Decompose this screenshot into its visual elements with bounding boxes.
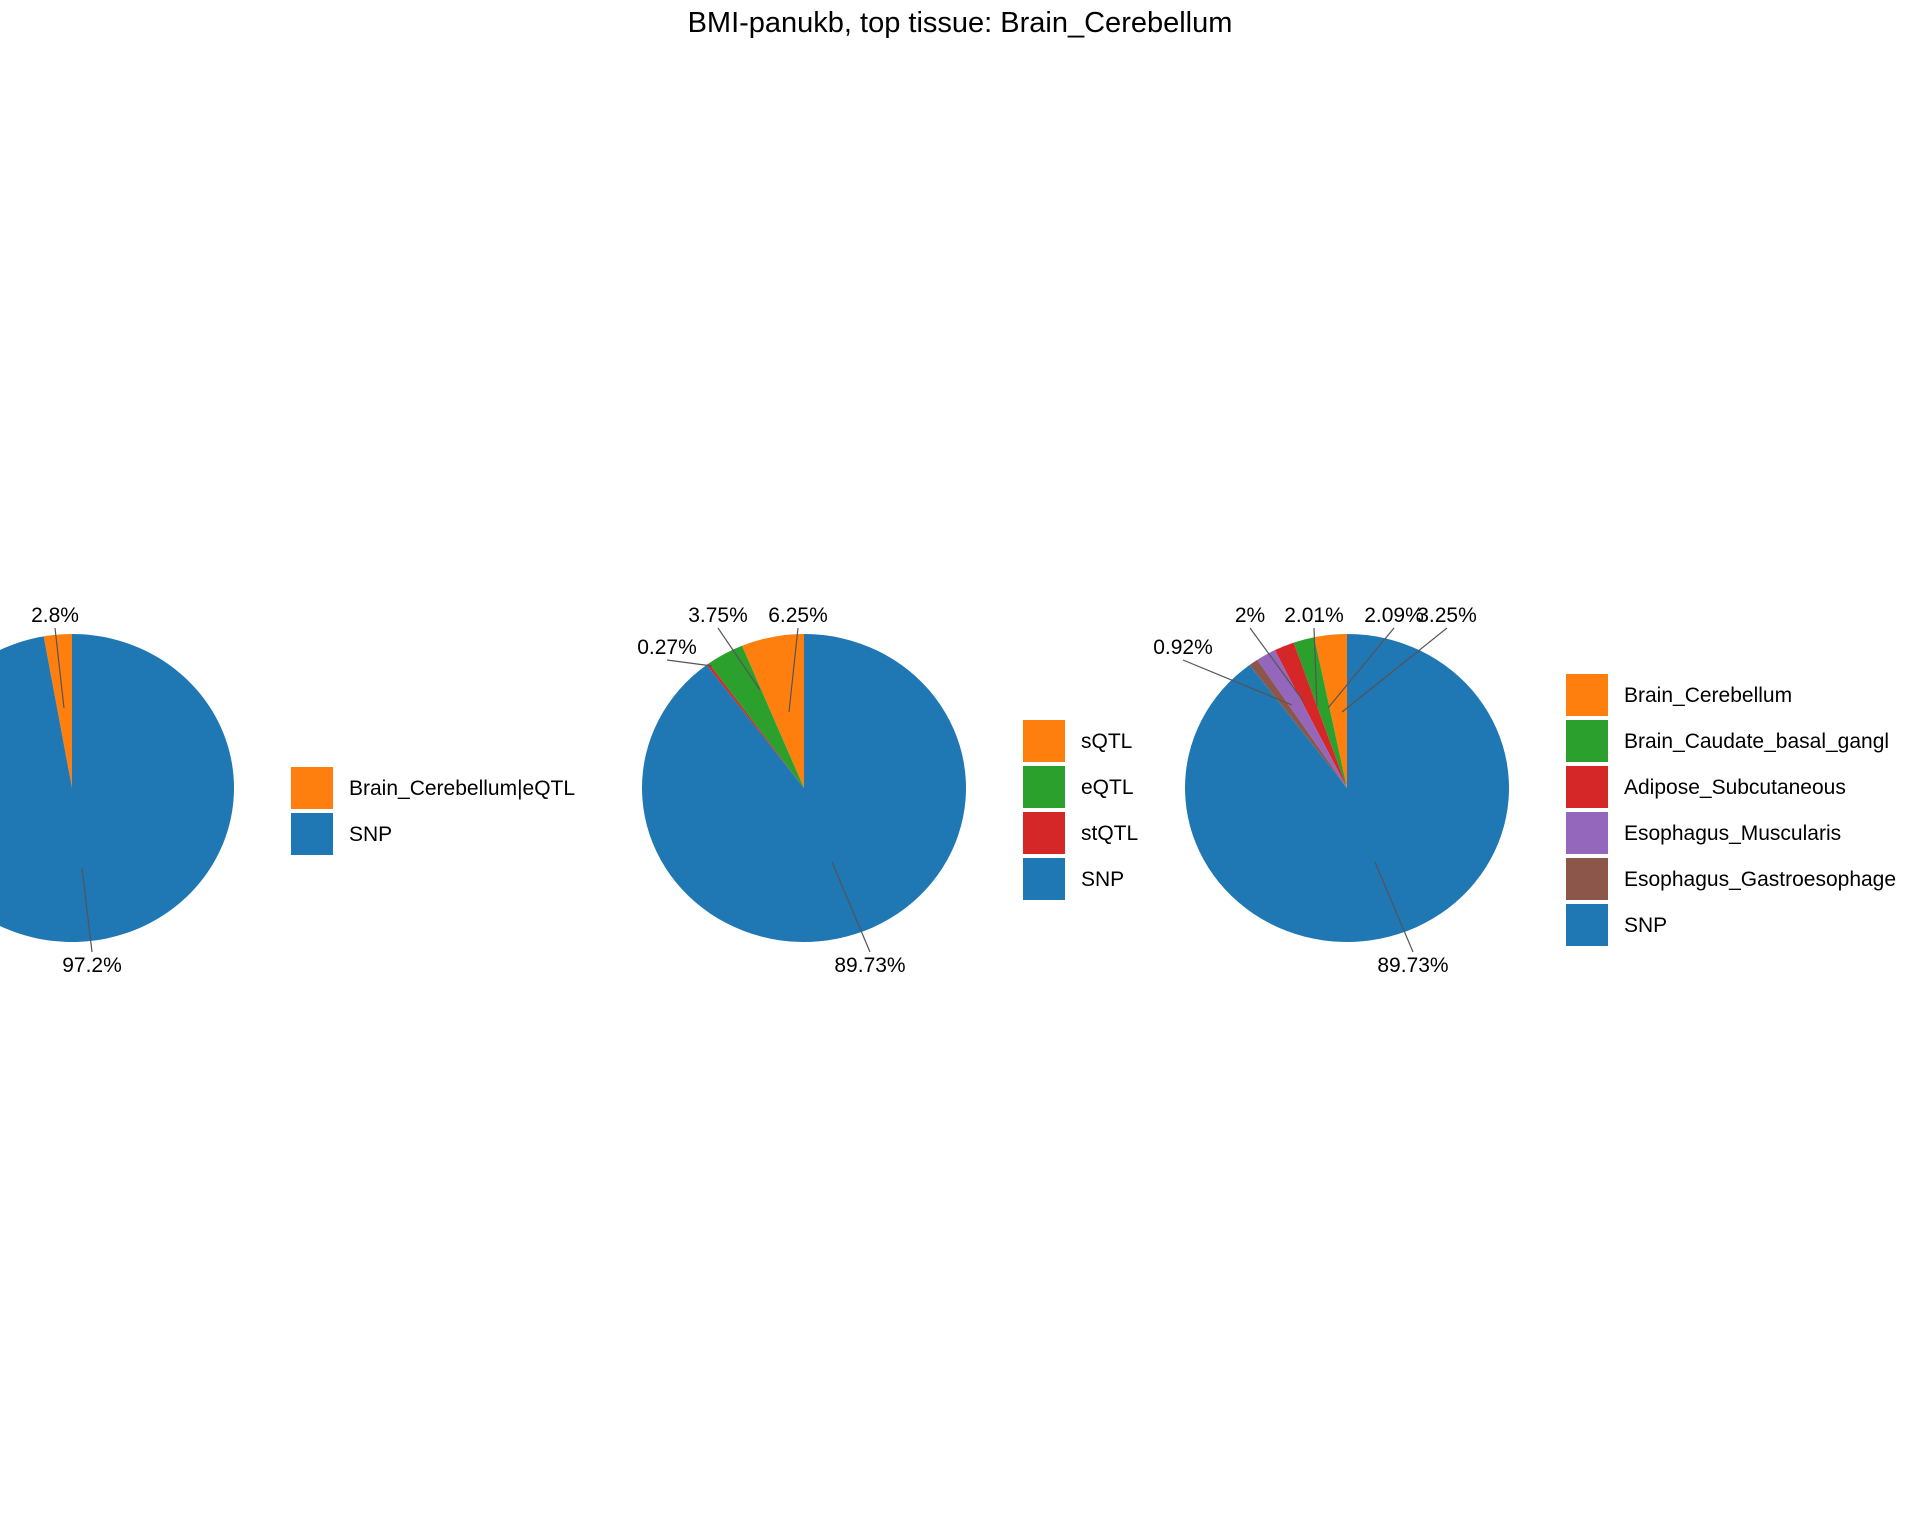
pie-slice-snp	[0, 634, 234, 942]
legend-label: eQTL	[1081, 776, 1134, 799]
pie-slice-eqtl	[708, 645, 804, 788]
legend-swatch	[1566, 904, 1608, 946]
slice-percent-label: 2.09%	[1364, 604, 1424, 627]
leader-line	[666, 659, 713, 667]
slice-percent-label: 97.2%	[62, 954, 122, 977]
legend-swatch	[1023, 812, 1065, 854]
legend: sQTL eQTL stQTL SNP	[1023, 720, 1138, 900]
leader-line	[788, 627, 799, 713]
legend-label: SNP	[349, 823, 392, 846]
pie-slice-esophagus-muscularis	[1257, 650, 1347, 788]
slice-percent-label: 3.75%	[688, 604, 748, 627]
pie-slice-sqtl	[742, 634, 804, 788]
pie-slice-stqtl	[706, 663, 804, 788]
legend-swatch	[1566, 766, 1608, 808]
legend: Brain_Cerebellum|eQTL SNP	[291, 767, 575, 855]
slice-percent-label: 2.01%	[1284, 604, 1344, 627]
slice-percent-label: 89.73%	[1377, 954, 1448, 977]
leader-line	[1249, 627, 1305, 703]
legend-swatch	[1566, 812, 1608, 854]
leader-line	[54, 627, 65, 709]
slice-percent-label: 2%	[1235, 604, 1265, 627]
legend-label: Esophagus_Gastroesophage	[1624, 868, 1896, 891]
pie-slice-brain-cerebellum-eqtl	[43, 634, 72, 788]
legend-label: SNP	[1081, 868, 1124, 891]
chart-title: BMI-panukb, top tissue: Brain_Cerebellum	[688, 7, 1233, 39]
legend-label: Brain_Cerebellum	[1624, 684, 1792, 707]
pie-slice-brain-cerebellum	[1314, 634, 1347, 788]
legend-label: stQTL	[1081, 822, 1138, 845]
pie-slice-adipose-subcutaneous	[1274, 642, 1347, 788]
pie-charts: 2.8% 97.2% Brain_Cerebellum|eQTL SNP 6.25% 3.…	[0, 604, 1896, 977]
legend-swatch	[1023, 720, 1065, 762]
leader-line	[81, 867, 93, 953]
slice-percent-label: 0.92%	[1153, 636, 1213, 659]
legend-swatch	[291, 813, 333, 855]
leader-line	[1341, 627, 1448, 713]
legend-swatch	[1566, 720, 1608, 762]
pie-chart-2: 6.25% 3.75% 0.27% 89.73% sQTL eQTL stQTL SNP	[637, 604, 1138, 977]
leader-line	[1182, 659, 1293, 706]
legend-label: Brain_Cerebellum|eQTL	[349, 777, 575, 800]
legend-label: Brain_Caudate_basal_gangl	[1624, 730, 1889, 753]
slice-percent-label: 3.25%	[1417, 604, 1477, 627]
leader-line	[1313, 627, 1318, 707]
slice-percent-label: 0.27%	[637, 636, 697, 659]
leader-line	[831, 861, 871, 953]
leader-line	[1374, 861, 1414, 953]
pie-slice-snp	[1185, 634, 1510, 943]
legend: Brain_Cerebellum Brain_Caudate_basal_gang…	[1566, 674, 1896, 946]
legend-swatch	[1566, 858, 1608, 900]
legend-label: Esophagus_Muscularis	[1624, 822, 1841, 845]
legend-swatch	[1023, 858, 1065, 900]
pie-slice-esophagus-gastroesophage	[1249, 659, 1347, 788]
pie-chart-3: 3.25%2.09% 2.01% 2% 0.92% 89.73% Brain_Cerebe…	[1153, 604, 1896, 977]
legend-label: SNP	[1624, 914, 1667, 937]
legend-label: Adipose_Subcutaneous	[1624, 776, 1846, 799]
slice-percent-label: 6.25%	[768, 604, 828, 627]
leader-line	[1327, 627, 1395, 709]
leader-line	[717, 627, 761, 691]
slice-percent-label: 89.73%	[834, 954, 905, 977]
legend-swatch	[1566, 674, 1608, 716]
pie-slice-snp	[641, 634, 966, 943]
legend-swatch	[291, 767, 333, 809]
slice-percent-label: 2.8%	[31, 604, 79, 627]
pie-chart-1: 2.8% 97.2% Brain_Cerebellum|eQTL SNP	[0, 604, 575, 977]
legend-swatch	[1023, 766, 1065, 808]
pie-slice-brain-caudate-basal-gangl	[1293, 637, 1347, 788]
legend-label: sQTL	[1081, 730, 1132, 753]
